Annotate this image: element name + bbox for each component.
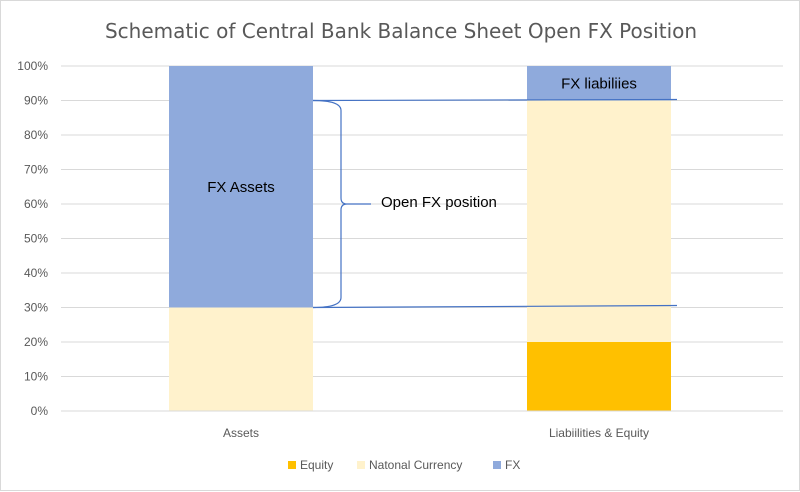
legend-label: FX — [505, 458, 520, 472]
fx-assets-label: FX Assets — [207, 179, 275, 196]
open-fx-position-bracket — [312, 98, 678, 309]
curly-brace — [312, 99, 371, 309]
bar-segment-fx — [527, 66, 671, 101]
y-tick-label: 20% — [24, 335, 48, 349]
bar-segment-natonal-currency — [527, 100, 671, 342]
bar-segment-natonal-currency — [169, 307, 313, 411]
legend-label: Natonal Currency — [369, 458, 462, 472]
bar-segment-fx — [169, 66, 313, 308]
legend: Equity Natonal Currency FX — [288, 458, 520, 472]
legend-swatch — [288, 461, 296, 469]
upper-connector-line — [312, 98, 678, 102]
x-category-label: Assets — [223, 426, 259, 440]
legend-swatch — [357, 461, 365, 469]
y-tick-label: 40% — [24, 266, 48, 280]
y-tick-label: 80% — [24, 128, 48, 142]
y-tick-label: 30% — [24, 301, 48, 315]
y-tick-label: 50% — [24, 232, 48, 246]
lower-connector-line — [312, 304, 678, 309]
chart-title: Schematic of Central Bank Balance Sheet … — [105, 19, 697, 43]
bars — [169, 66, 671, 411]
x-category-label: Liabiilities & Equity — [549, 426, 649, 440]
y-tick-label: 100% — [17, 59, 48, 73]
bar-segment-equity — [527, 342, 671, 411]
y-tick-label: 70% — [24, 163, 48, 177]
y-tick-label: 10% — [24, 370, 48, 384]
open-fx-position-label: Open FX position — [381, 194, 497, 211]
y-tick-label: 90% — [24, 94, 48, 108]
y-tick-label: 60% — [24, 197, 48, 211]
fx-liabilities-label: FX liabiliies — [561, 75, 637, 92]
y-tick-label: 0% — [31, 404, 49, 418]
legend-swatch — [493, 461, 501, 469]
legend-label: Equity — [300, 458, 333, 472]
y-axis-tick-labels: 0% 10% 20% 30% 40% 50% 60% 70% 80% 90% 100% — [17, 59, 48, 418]
x-axis-category-labels: Assets Liabiilities & Equity — [223, 426, 649, 440]
